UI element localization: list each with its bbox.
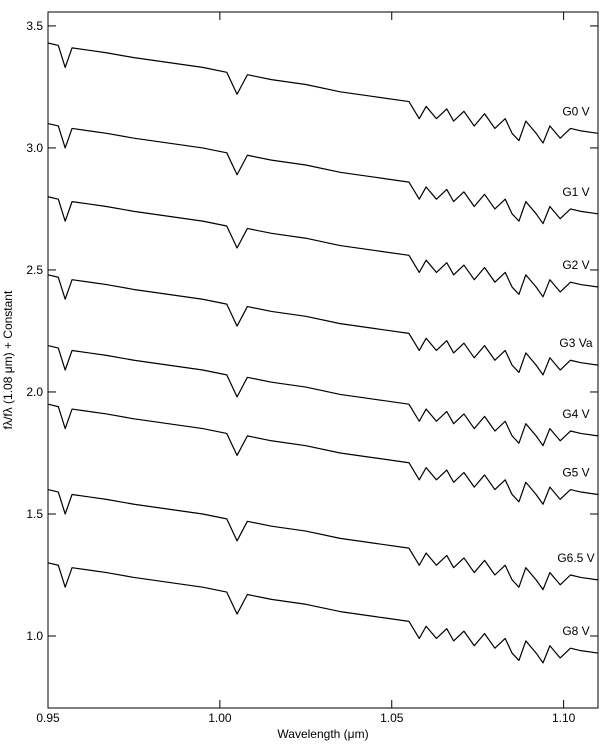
spectrum-line bbox=[47, 196, 599, 298]
x-tick-label: 1.00 bbox=[208, 711, 232, 725]
y-tick-label: 3.5 bbox=[26, 19, 43, 33]
spectrum-line bbox=[47, 345, 599, 447]
spectrum-line bbox=[47, 122, 599, 225]
y-tick-label: 1.0 bbox=[26, 629, 43, 643]
y-tick-label: 2.0 bbox=[26, 385, 43, 399]
y-axis-title: fλ/fλ (1.08 μm) + Constant bbox=[1, 290, 15, 429]
series-label: G8 V bbox=[562, 624, 589, 638]
y-tick-label: 2.5 bbox=[26, 263, 43, 277]
spectrum-line bbox=[47, 562, 599, 664]
series-label: G1 V bbox=[562, 185, 589, 199]
spectrum-line bbox=[47, 274, 599, 376]
series-label: G2 V bbox=[562, 258, 589, 272]
series-label: G4 V bbox=[562, 407, 589, 421]
x-tick-label: 0.95 bbox=[36, 711, 60, 725]
x-axis-title: Wavelength (μm) bbox=[277, 727, 368, 741]
y-tick-label: 3.0 bbox=[26, 141, 43, 155]
spectrum-line bbox=[47, 488, 599, 591]
series-label: G5 V bbox=[562, 465, 589, 479]
y-tick-label: 1.5 bbox=[26, 507, 43, 521]
series-label: G0 V bbox=[562, 104, 589, 118]
spectrum-line bbox=[47, 42, 599, 144]
spectrum-line bbox=[47, 403, 599, 505]
series-label: G6.5 V bbox=[557, 551, 594, 565]
x-tick-label: 1.10 bbox=[552, 711, 576, 725]
x-tick-label: 1.05 bbox=[380, 711, 404, 725]
series-label: G3 Va bbox=[559, 336, 592, 350]
plot-frame bbox=[47, 11, 599, 709]
